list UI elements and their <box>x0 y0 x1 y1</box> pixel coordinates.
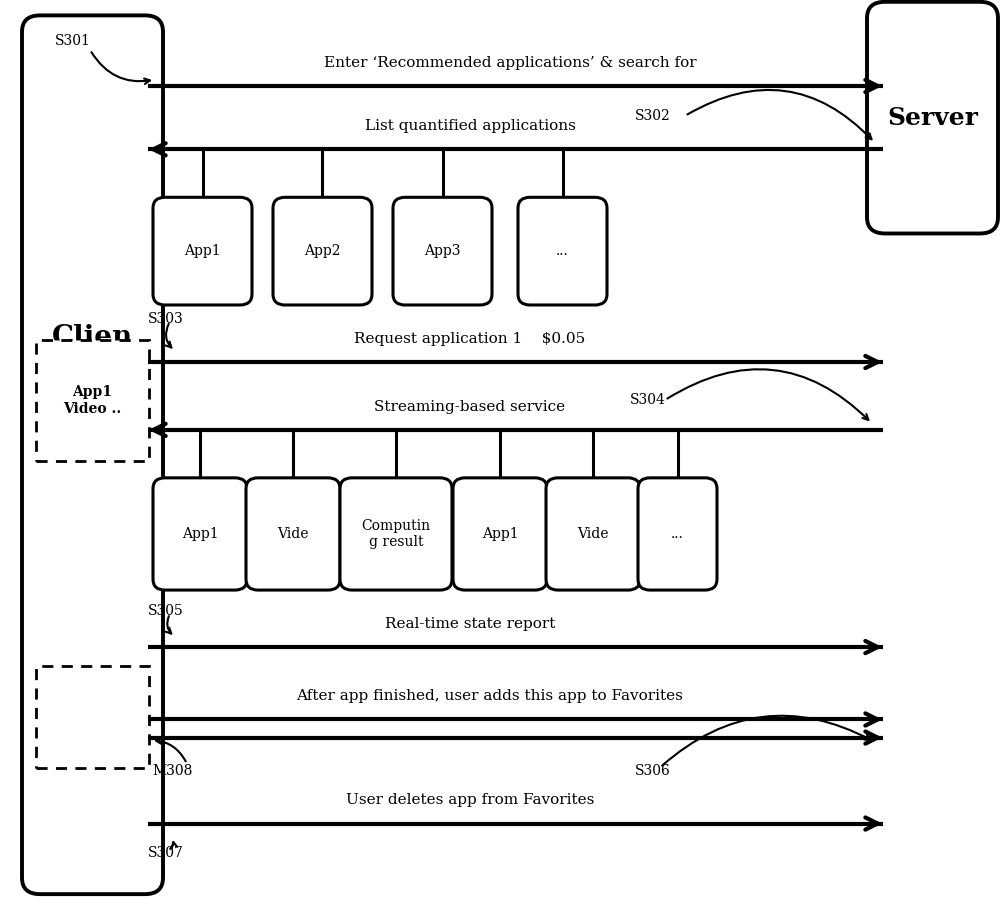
Text: App1
Video ..: App1 Video .. <box>63 386 122 415</box>
Text: List quantified applications: List quantified applications <box>365 119 575 133</box>
Text: S301: S301 <box>55 33 91 48</box>
FancyBboxPatch shape <box>36 340 149 461</box>
FancyBboxPatch shape <box>153 197 252 305</box>
Text: S302: S302 <box>635 109 671 123</box>
FancyBboxPatch shape <box>273 197 372 305</box>
Text: M308: M308 <box>152 764 192 778</box>
Text: Vide: Vide <box>277 527 309 541</box>
Text: ...: ... <box>671 527 684 541</box>
FancyBboxPatch shape <box>393 197 492 305</box>
Text: Computin
g result: Computin g result <box>361 519 431 549</box>
Text: App1: App1 <box>184 244 221 258</box>
Text: Vide: Vide <box>577 527 609 541</box>
FancyBboxPatch shape <box>867 2 998 233</box>
Text: Request application 1    $0.05: Request application 1 $0.05 <box>354 332 586 346</box>
Text: Clien
t: Clien t <box>52 324 133 382</box>
Text: User deletes app from Favorites: User deletes app from Favorites <box>346 794 594 807</box>
Text: App2: App2 <box>304 244 341 258</box>
FancyBboxPatch shape <box>638 478 717 590</box>
Text: Streaming-based service: Streaming-based service <box>374 400 566 414</box>
Text: App1: App1 <box>482 527 518 541</box>
FancyBboxPatch shape <box>36 666 149 768</box>
Text: ...: ... <box>556 244 569 258</box>
Text: S306: S306 <box>635 764 671 778</box>
Text: S305: S305 <box>148 604 184 618</box>
Text: S303: S303 <box>148 311 184 326</box>
FancyBboxPatch shape <box>340 478 452 590</box>
Text: S304: S304 <box>630 393 666 407</box>
Text: Enter ‘Recommended applications’ & search for: Enter ‘Recommended applications’ & searc… <box>324 56 696 70</box>
Text: App3: App3 <box>424 244 461 258</box>
Text: Server: Server <box>887 106 978 129</box>
Text: Real-time state report: Real-time state report <box>385 617 555 631</box>
FancyBboxPatch shape <box>246 478 340 590</box>
FancyBboxPatch shape <box>453 478 547 590</box>
FancyBboxPatch shape <box>518 197 607 305</box>
FancyBboxPatch shape <box>153 478 247 590</box>
FancyBboxPatch shape <box>22 15 163 894</box>
Text: After app finished, user adds this app to Favorites: After app finished, user adds this app t… <box>297 690 683 703</box>
Text: App1: App1 <box>182 527 218 541</box>
Text: S307: S307 <box>148 845 184 860</box>
FancyBboxPatch shape <box>546 478 640 590</box>
